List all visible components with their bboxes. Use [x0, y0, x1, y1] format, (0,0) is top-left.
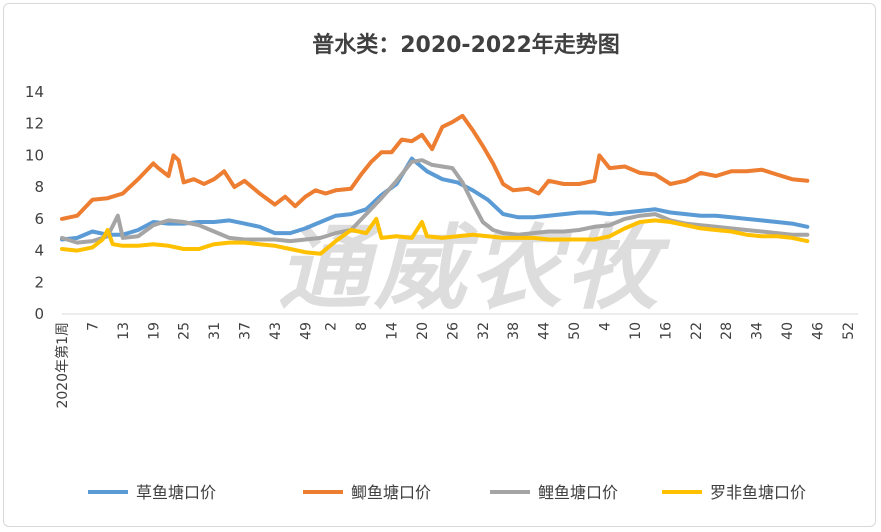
x-tick-label: 20: [415, 322, 431, 340]
chart-title: 普水类：2020-2022年走势图: [312, 32, 620, 58]
legend-label: 鲤鱼塘口价: [538, 483, 618, 502]
x-tick-label: 32: [476, 322, 492, 340]
x-tick-label: 8: [354, 322, 370, 331]
legend: 草鱼塘口价 鲫鱼塘口价 鲤鱼塘口价 罗非鱼塘口价: [88, 483, 806, 502]
legend-label: 罗非鱼塘口价: [710, 483, 806, 502]
y-tick-label: 6: [34, 210, 44, 228]
x-tick-label: 19: [146, 322, 162, 340]
legend-label: 草鱼塘口价: [136, 483, 216, 502]
x-tick-label: 31: [207, 322, 223, 340]
x-tick-label: 34: [750, 322, 766, 340]
x-tick-label: 28: [719, 322, 735, 340]
x-tick-label: 25: [177, 322, 193, 340]
y-tick-label: 2: [34, 273, 44, 291]
chart-frame: [3, 3, 876, 527]
x-tick-label: 2: [324, 322, 340, 331]
x-tick-label: 10: [628, 322, 644, 340]
y-tick-label: 8: [34, 178, 44, 196]
x-tick-label: 37: [238, 322, 254, 340]
x-tick-label: 38: [506, 322, 522, 340]
x-axis-ticks: 2020年第1周 7 13 19 25 31 37 43 49 2 8 14 20 26 32 38 44 50 4…: [54, 322, 857, 409]
x-tick-label: 40: [780, 322, 796, 340]
y-tick-label: 4: [34, 242, 44, 260]
x-tick-label: 13: [116, 322, 132, 340]
x-tick-label: 4: [597, 322, 613, 331]
x-tick-label: 49: [298, 322, 314, 340]
y-tick-label: 14: [25, 83, 44, 101]
x-tick-label: 7: [85, 322, 101, 331]
y-tick-label: 0: [34, 305, 44, 323]
x-tick-label: 50: [567, 322, 583, 340]
x-tick-label: 14: [385, 322, 401, 340]
x-tick-label: 52: [841, 322, 857, 340]
x-tick-label: 22: [689, 322, 705, 340]
x-tick-label: 16: [658, 322, 674, 340]
legend-label: 鲫鱼塘口价: [351, 483, 431, 502]
y-axis-ticks: 0 2 4 6 8 10 12 14: [25, 83, 44, 323]
x-tick-label: 43: [268, 322, 284, 340]
x-tick-label: 26: [445, 322, 461, 340]
y-tick-label: 10: [25, 146, 44, 164]
y-tick-label: 12: [25, 115, 44, 133]
series-line-1: [60, 113, 810, 221]
series-lines: [60, 113, 810, 256]
x-tick-label: 2020年第1周: [54, 322, 71, 409]
series-line-3: [60, 216, 810, 256]
x-tick-label: 46: [810, 322, 826, 340]
x-tick-label: 44: [537, 322, 553, 340]
